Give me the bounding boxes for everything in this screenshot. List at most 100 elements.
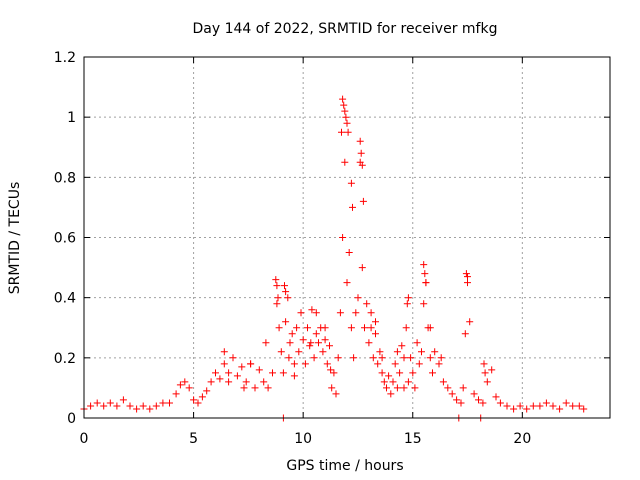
data-points bbox=[80, 95, 588, 422]
data-point bbox=[358, 161, 366, 169]
data-point bbox=[207, 378, 215, 386]
y-axis-label: SRMTID / TECUs bbox=[7, 182, 23, 295]
data-point bbox=[336, 309, 344, 317]
data-point bbox=[350, 354, 358, 362]
data-point bbox=[216, 375, 224, 383]
data-point bbox=[146, 405, 154, 413]
data-point bbox=[464, 279, 471, 287]
y-tick-label: 0.6 bbox=[54, 231, 76, 247]
axis-ticks bbox=[83, 56, 610, 419]
data-point bbox=[347, 324, 355, 332]
data-point bbox=[483, 378, 491, 386]
data-point bbox=[299, 336, 307, 344]
data-point bbox=[242, 378, 250, 386]
data-point bbox=[176, 381, 184, 389]
data-point bbox=[496, 399, 504, 407]
data-point bbox=[396, 369, 404, 377]
data-point bbox=[510, 405, 518, 413]
data-point bbox=[290, 372, 298, 380]
data-point bbox=[426, 324, 434, 332]
data-point bbox=[480, 360, 488, 368]
data-point bbox=[426, 354, 434, 362]
data-point bbox=[542, 399, 550, 407]
data-point bbox=[159, 399, 167, 407]
data-point bbox=[334, 354, 342, 362]
x-tick-label: 0 bbox=[80, 431, 89, 447]
data-point bbox=[383, 384, 390, 392]
data-point bbox=[374, 360, 382, 368]
data-point bbox=[225, 369, 233, 377]
data-point bbox=[304, 324, 311, 332]
data-point bbox=[100, 402, 108, 410]
data-point bbox=[220, 348, 228, 356]
data-point bbox=[126, 402, 134, 410]
tick-labels: 0 0.2 0.4 0.6 0.8 1 1.2 0 5 10 15 20 bbox=[54, 50, 532, 447]
data-point bbox=[516, 402, 524, 410]
y-tick-label: 0.4 bbox=[54, 291, 76, 307]
data-point bbox=[415, 360, 423, 368]
data-point bbox=[275, 324, 283, 332]
data-point bbox=[378, 354, 386, 362]
data-point bbox=[400, 354, 408, 362]
data-point bbox=[277, 348, 285, 356]
data-point bbox=[87, 402, 95, 410]
data-point bbox=[330, 369, 338, 377]
data-point bbox=[429, 369, 436, 377]
data-point bbox=[389, 378, 397, 386]
data-point bbox=[359, 197, 367, 205]
data-point bbox=[282, 288, 290, 296]
data-point bbox=[284, 294, 292, 302]
data-point bbox=[273, 282, 281, 290]
data-point bbox=[367, 309, 375, 317]
data-point bbox=[339, 95, 347, 103]
data-point bbox=[569, 402, 577, 410]
data-point bbox=[345, 249, 353, 256]
data-point bbox=[421, 270, 429, 278]
data-point bbox=[420, 300, 428, 308]
data-point bbox=[106, 399, 114, 407]
data-point bbox=[312, 309, 320, 317]
data-point bbox=[274, 294, 282, 302]
data-point bbox=[407, 354, 415, 362]
data-point bbox=[306, 342, 314, 350]
data-point bbox=[340, 101, 348, 109]
data-point bbox=[260, 378, 268, 386]
data-point bbox=[352, 309, 360, 317]
data-point bbox=[580, 405, 588, 413]
data-point bbox=[293, 324, 301, 332]
data-point bbox=[312, 330, 320, 338]
x-tick-label: 20 bbox=[513, 431, 531, 447]
data-point bbox=[556, 405, 564, 413]
data-point bbox=[367, 324, 375, 332]
data-point bbox=[420, 261, 428, 269]
data-point bbox=[457, 399, 465, 407]
data-point bbox=[288, 330, 296, 338]
data-point bbox=[372, 330, 379, 338]
y-tick-label: 1.2 bbox=[54, 50, 76, 66]
data-point bbox=[264, 384, 272, 392]
data-point bbox=[378, 369, 386, 377]
data-point bbox=[139, 402, 147, 410]
data-point bbox=[444, 384, 452, 392]
x-tick-label: 10 bbox=[294, 431, 312, 447]
data-point bbox=[212, 369, 219, 377]
data-point bbox=[119, 396, 127, 404]
data-point bbox=[459, 384, 467, 392]
data-point bbox=[361, 324, 368, 332]
data-point bbox=[492, 393, 500, 401]
data-point bbox=[536, 402, 544, 410]
data-point bbox=[356, 137, 364, 145]
grid-lines bbox=[84, 57, 610, 418]
data-point bbox=[349, 203, 356, 211]
data-point bbox=[363, 300, 371, 308]
data-point bbox=[133, 405, 141, 413]
data-point bbox=[387, 390, 395, 398]
data-point bbox=[357, 149, 365, 157]
data-point bbox=[422, 279, 430, 287]
data-point bbox=[319, 348, 327, 356]
data-point bbox=[338, 128, 345, 136]
data-point bbox=[409, 369, 417, 377]
data-point bbox=[413, 339, 421, 347]
data-point bbox=[255, 366, 263, 374]
data-point bbox=[344, 128, 352, 136]
